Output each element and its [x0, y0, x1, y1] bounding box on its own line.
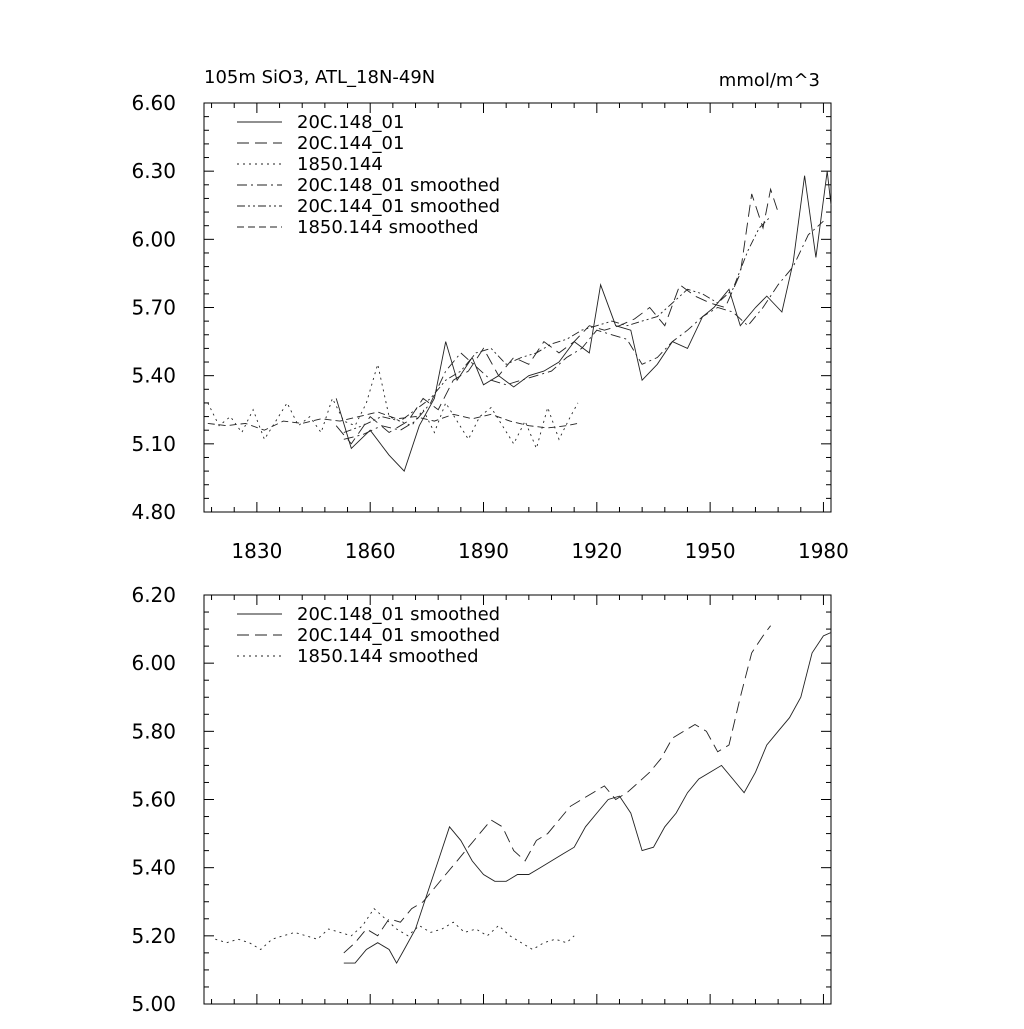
y-tick-label: 6.00 — [131, 651, 176, 675]
bottom-panel: 5.00 5.20 5.40 5.60 5.80 6.00 6.20 20C.148_01 s… — [131, 583, 832, 1016]
y-tick-label: 6.30 — [131, 159, 176, 183]
series-line-0 — [335, 171, 832, 472]
chart-title: 105m SiO3, ATL_18N-49N — [204, 67, 435, 88]
top-panel: 4.80 5.10 5.40 5.70 6.00 6.30 6.60 1830 1860 1890… — [131, 91, 848, 563]
y-tick-label: 5.70 — [131, 296, 176, 320]
series-line-2 — [215, 907, 575, 951]
x-tick-label: 1920 — [571, 539, 622, 563]
legend-label: 20C.144_01 — [297, 133, 404, 154]
legend-label: 20C.144_01 smoothed — [297, 196, 500, 217]
y-tick-label: 5.40 — [131, 364, 176, 388]
legend-label: 1850.144 smoothed — [297, 217, 479, 238]
units-label: mmol/m^3 — [719, 70, 820, 91]
legend-label: 1850.144 — [297, 154, 383, 175]
series-line-1 — [343, 625, 771, 954]
y-tick-label: 4.80 — [131, 500, 176, 524]
legend-label: 20C.148_01 smoothed — [297, 175, 500, 196]
y-tick-label: 6.60 — [131, 91, 176, 115]
y-tick-label: 5.00 — [131, 992, 176, 1016]
x-tick-label: 1950 — [685, 539, 736, 563]
legend-label: 20C.148_01 smoothed — [297, 604, 500, 625]
y-tick-label: 5.40 — [131, 856, 176, 880]
series-line-2 — [207, 364, 579, 450]
x-tick-label: 1860 — [345, 539, 396, 563]
x-tick-label: 1890 — [458, 539, 509, 563]
series-line-0 — [343, 632, 832, 965]
y-tick-label: 5.10 — [131, 432, 176, 456]
legend-label: 1850.144 smoothed — [297, 646, 479, 667]
series-line-4 — [343, 216, 771, 433]
x-tick-label: 1830 — [231, 539, 282, 563]
y-tick-label: 5.80 — [131, 719, 176, 743]
series-line-1 — [335, 187, 779, 445]
x-tick-label: 1980 — [798, 539, 849, 563]
series-line-5 — [207, 411, 578, 431]
y-tick-label: 5.60 — [131, 788, 176, 812]
y-tick-label: 5.20 — [131, 924, 176, 948]
y-tick-label: 6.20 — [131, 583, 176, 607]
legend-label: 20C.148_01 — [297, 112, 404, 133]
series-line-3 — [343, 220, 824, 440]
y-tick-label: 6.00 — [131, 227, 176, 251]
legend-label: 20C.144_01 smoothed — [297, 625, 500, 646]
